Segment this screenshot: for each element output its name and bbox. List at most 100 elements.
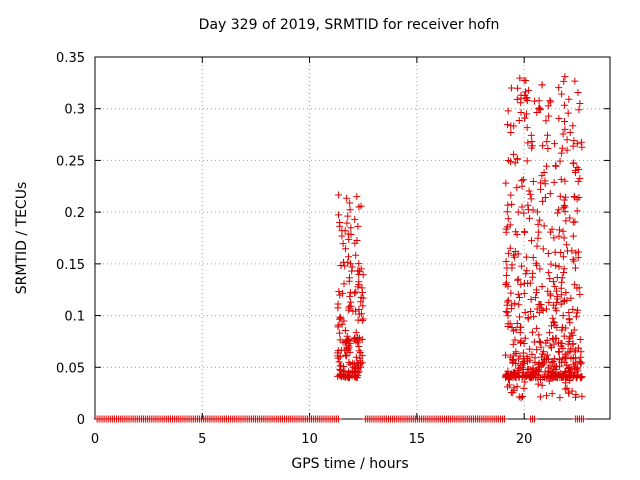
data-point	[562, 324, 570, 332]
data-point	[511, 371, 519, 379]
data-point	[341, 326, 349, 334]
data-point	[346, 360, 354, 368]
data-point	[529, 206, 537, 214]
y-tick-label: 0.25	[56, 154, 85, 169]
data-point	[531, 97, 539, 105]
data-point	[574, 177, 582, 185]
axis-ticks	[94, 56, 610, 420]
data-point	[548, 359, 556, 367]
data-point	[569, 122, 577, 130]
data-point	[551, 282, 559, 290]
data-point	[343, 352, 351, 360]
data-points	[93, 73, 587, 423]
data-point	[511, 299, 519, 307]
data-point	[562, 354, 570, 362]
data-point	[515, 393, 523, 401]
data-point	[552, 334, 560, 342]
data-point	[539, 197, 547, 205]
data-point	[568, 387, 576, 395]
data-point	[539, 142, 547, 150]
data-point	[575, 106, 583, 114]
data-point	[537, 343, 545, 351]
data-point	[541, 180, 549, 188]
data-point	[518, 182, 526, 190]
data-point	[353, 236, 361, 244]
data-point	[346, 199, 354, 207]
data-point	[546, 97, 554, 105]
data-point	[339, 289, 347, 297]
data-point	[525, 86, 533, 94]
data-point	[563, 146, 571, 154]
data-point	[547, 371, 555, 379]
data-point	[519, 358, 527, 366]
data-point	[546, 342, 554, 350]
data-point	[529, 273, 537, 281]
data-point	[359, 317, 367, 325]
data-point	[515, 301, 523, 309]
data-point	[342, 351, 350, 359]
data-point	[566, 128, 574, 136]
data-point	[571, 264, 579, 272]
data-point	[573, 284, 581, 292]
data-point	[351, 289, 359, 297]
data-point	[340, 280, 348, 288]
x-tick-label: 10	[301, 432, 318, 447]
data-point	[562, 288, 570, 296]
data-point	[503, 223, 511, 231]
data-point	[548, 390, 556, 398]
y-tick-label: 0.3	[64, 103, 85, 118]
data-point	[522, 110, 530, 118]
chart-title: Day 329 of 2019, SRMTID for receiver hof…	[198, 17, 500, 33]
data-point	[518, 203, 526, 211]
data-point	[536, 265, 544, 273]
data-point	[539, 360, 547, 368]
data-point	[345, 306, 353, 314]
data-point	[507, 158, 515, 166]
data-point	[517, 394, 525, 402]
data-point	[556, 192, 564, 200]
data-point	[568, 247, 576, 255]
data-point	[515, 364, 523, 372]
data-point	[526, 279, 534, 287]
data-point	[355, 203, 363, 211]
data-point	[563, 136, 571, 144]
data-point	[347, 260, 355, 268]
data-point	[522, 253, 530, 261]
data-point	[353, 359, 361, 367]
data-point	[353, 374, 361, 382]
data-point	[515, 294, 523, 302]
data-point	[334, 300, 342, 308]
data-point	[572, 313, 580, 321]
data-point	[504, 367, 512, 375]
data-point	[336, 329, 344, 337]
data-point	[506, 244, 514, 252]
data-point	[564, 109, 572, 117]
data-point	[529, 253, 537, 261]
data-point	[565, 372, 573, 380]
data-point	[503, 383, 511, 391]
data-point	[507, 289, 515, 297]
data-point	[532, 286, 540, 294]
data-point	[352, 337, 360, 345]
data-point	[514, 275, 522, 283]
data-point	[569, 305, 577, 313]
data-point	[513, 319, 521, 327]
data-point	[546, 275, 554, 283]
data-point	[566, 373, 574, 381]
data-point	[556, 394, 564, 402]
data-point	[559, 253, 567, 261]
data-point	[357, 310, 365, 318]
data-point	[504, 215, 512, 223]
data-point	[545, 298, 553, 306]
data-point	[530, 415, 538, 423]
data-point	[538, 172, 546, 180]
data-point	[527, 131, 535, 139]
data-point	[555, 226, 563, 234]
data-point	[517, 99, 525, 107]
data-point	[535, 228, 543, 236]
grid-lines	[95, 57, 610, 419]
data-point	[561, 385, 569, 393]
data-point	[526, 190, 534, 198]
data-point	[504, 312, 512, 320]
data-point	[537, 179, 545, 187]
